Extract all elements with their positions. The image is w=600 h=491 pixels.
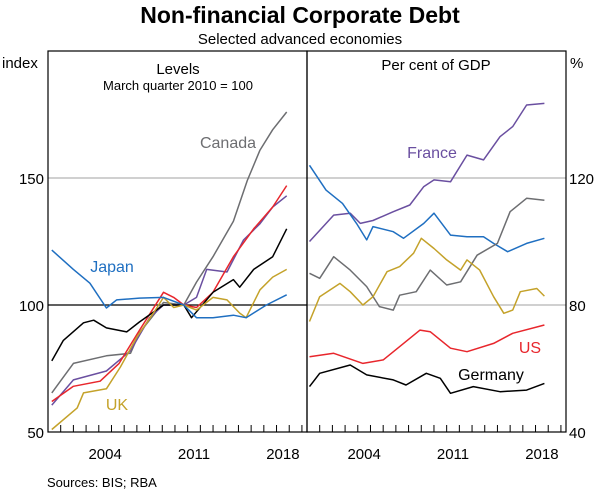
series-label-canada: Canada xyxy=(200,135,256,152)
y-tick-label: 100 xyxy=(19,298,44,315)
chart-title: Non-financial Corporate Debt xyxy=(140,2,460,28)
series-line-us xyxy=(51,185,288,403)
series-line-france xyxy=(308,102,545,243)
source-note: Sources: BIS; RBA xyxy=(47,475,157,490)
series-line-canada xyxy=(51,111,288,394)
series-label-germany: Germany xyxy=(458,367,524,384)
series-line-canada xyxy=(309,197,545,311)
y-tick-label: 120 xyxy=(569,171,594,188)
series-label-uk: UK xyxy=(106,397,129,414)
series-line-japan xyxy=(51,249,288,319)
series-label-japan: Japan xyxy=(90,259,134,276)
x-tick-label: 2011 xyxy=(178,446,210,463)
series-label-france: France xyxy=(407,145,457,162)
left-panel-title: Levels xyxy=(156,61,199,78)
series-line-uk xyxy=(308,237,545,322)
series-label-us: US xyxy=(519,340,541,357)
x-tick-label: 2004 xyxy=(88,446,121,463)
x-tick-label: 2011 xyxy=(437,446,469,463)
left-axis-unit: index xyxy=(2,55,38,72)
x-tick-label: 2018 xyxy=(266,446,299,463)
y-tick-label: 50 xyxy=(27,425,44,442)
series-line-france xyxy=(51,195,288,406)
x-tick-label: 2004 xyxy=(347,446,380,463)
y-tick-label: 80 xyxy=(569,298,586,315)
series-line-japan xyxy=(308,164,545,253)
series-line-uk xyxy=(51,268,288,431)
series-line-us xyxy=(309,324,545,365)
y-tick-label: 40 xyxy=(569,425,586,442)
y-tick-label: 150 xyxy=(19,171,44,188)
right-panel-title: Per cent of GDP xyxy=(381,57,490,74)
series-line-germany xyxy=(51,228,288,362)
chart-subtitle: Selected advanced economies xyxy=(198,31,402,48)
right-axis-unit: % xyxy=(570,55,583,72)
panel-frame xyxy=(306,50,567,433)
left-panel-subtitle: March quarter 2010 = 100 xyxy=(103,78,253,93)
panel-frame xyxy=(47,50,308,433)
x-tick-label: 2018 xyxy=(525,446,558,463)
series-line-germany xyxy=(308,364,545,395)
